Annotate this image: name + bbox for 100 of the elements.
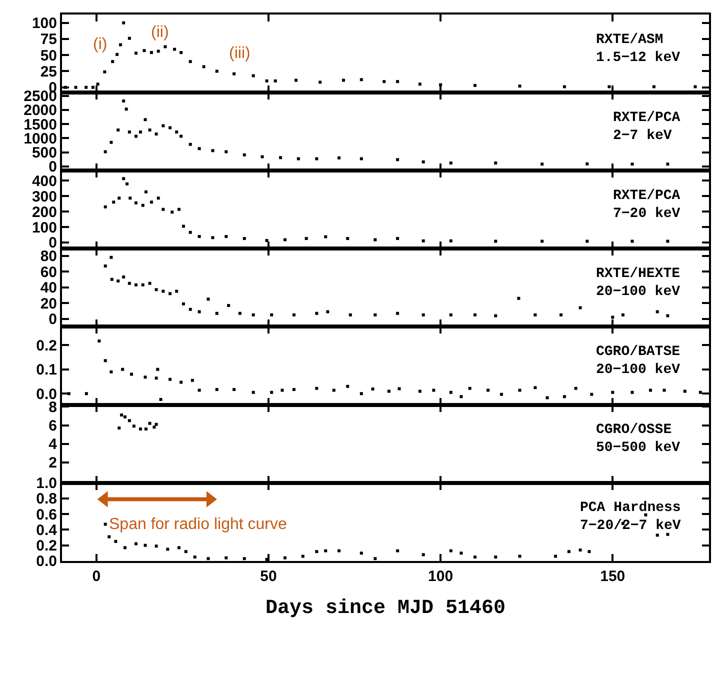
point (396, 158, 400, 162)
y-tick-label: 60 (40, 264, 57, 281)
y-tick-label: 40 (40, 280, 57, 297)
point (124, 108, 128, 111)
point (198, 310, 201, 314)
point (422, 160, 425, 164)
point (144, 427, 148, 430)
point (396, 312, 400, 315)
y-tick-label: 0.8 (36, 490, 57, 508)
point (562, 85, 566, 88)
point (294, 78, 298, 82)
point (449, 239, 452, 242)
point (190, 378, 194, 382)
point (118, 196, 121, 200)
point (178, 546, 181, 550)
point (170, 210, 174, 214)
point (567, 550, 570, 554)
point (315, 157, 318, 160)
annotation: (iii) (229, 45, 250, 62)
point (422, 239, 425, 242)
point (284, 238, 287, 242)
point (534, 386, 537, 390)
point (188, 142, 192, 146)
point (284, 556, 287, 560)
point (224, 556, 228, 560)
point (120, 414, 124, 417)
point (122, 21, 126, 24)
point (473, 556, 476, 559)
y-tick-label: 100 (32, 219, 57, 236)
point (134, 52, 138, 55)
point (141, 283, 144, 286)
point (122, 99, 126, 102)
point (468, 386, 472, 390)
y-tick-label: 0.0 (36, 553, 57, 570)
point (175, 130, 178, 134)
point (141, 204, 144, 207)
point (360, 552, 363, 555)
point (304, 236, 308, 240)
point (211, 236, 214, 240)
point (104, 205, 107, 208)
point (188, 60, 192, 64)
text: PCA Hardness 7−20/2−7 keV (580, 500, 682, 534)
point (252, 74, 255, 78)
point (518, 554, 522, 558)
point (396, 80, 400, 84)
point (630, 240, 634, 243)
point (128, 36, 131, 40)
point (611, 316, 614, 319)
point (279, 156, 282, 160)
point (119, 43, 122, 46)
point (148, 422, 152, 425)
point (84, 86, 88, 89)
point (193, 556, 196, 559)
point (134, 542, 138, 546)
point (152, 426, 156, 429)
point (128, 419, 131, 422)
point (332, 388, 336, 392)
point (182, 224, 185, 228)
point (324, 549, 328, 552)
point (494, 240, 498, 243)
point (123, 546, 126, 550)
point (315, 550, 318, 554)
point (656, 310, 659, 314)
point (224, 150, 228, 154)
point (662, 388, 666, 392)
point (154, 376, 158, 380)
point (154, 132, 158, 136)
point (122, 177, 126, 180)
point (122, 276, 126, 279)
point (116, 279, 120, 282)
point (422, 553, 425, 556)
point (168, 378, 172, 381)
y-tick-label: 0.4 (36, 522, 58, 539)
point (608, 85, 611, 88)
y-tick-label: 0.1 (36, 362, 57, 379)
point (374, 313, 377, 316)
point (652, 85, 656, 88)
point (398, 387, 401, 390)
point (666, 532, 670, 536)
point (318, 80, 322, 84)
point (644, 513, 648, 516)
point (540, 162, 544, 166)
y-tick-label: 200 (32, 204, 57, 221)
point (123, 415, 126, 418)
y-tick-label: 50 (40, 47, 57, 64)
point (168, 292, 172, 296)
point (188, 230, 192, 234)
point (180, 380, 183, 384)
point (154, 422, 158, 426)
point (156, 368, 160, 371)
point (611, 390, 614, 394)
point (104, 359, 107, 362)
point (590, 392, 594, 396)
point (460, 395, 463, 398)
point (460, 552, 463, 555)
point (449, 313, 452, 316)
y-tick-label: 20 (40, 295, 57, 312)
y-tick-label: 1.0 (36, 475, 57, 492)
y-tick-label: 300 (32, 188, 57, 206)
point (166, 548, 170, 551)
